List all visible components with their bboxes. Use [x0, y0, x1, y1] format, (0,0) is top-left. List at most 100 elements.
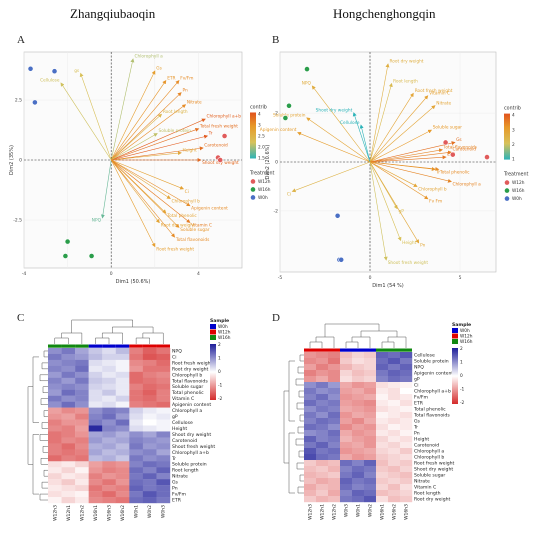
loading-arrow: [110, 79, 167, 161]
treatment-legend-label: W0h: [258, 195, 268, 201]
heatmap-cell: [88, 443, 103, 450]
heatmap-cell: [376, 460, 389, 467]
x-tick-label: -4: [22, 271, 27, 277]
heatmap-cell: [156, 413, 171, 420]
heatmap-cell: [48, 377, 62, 384]
heatmap-cell: [142, 443, 157, 450]
heatmap-cell: [75, 461, 89, 468]
loading-label: NPQ: [92, 218, 102, 224]
treatment-legend-title: Treatment: [249, 170, 275, 176]
loading-label: Nitrate: [436, 100, 451, 106]
color-scale-bar: [210, 344, 216, 400]
heatmap-cell: [316, 478, 329, 485]
heatmap-cell: [352, 352, 365, 359]
heatmap-cell: [48, 473, 62, 480]
heatmap-cell: [61, 461, 76, 468]
heatmap-cell: [400, 454, 413, 461]
heatmap-cell: [400, 490, 413, 497]
heatmap-cell: [142, 491, 157, 498]
heatmap-cell: [102, 437, 116, 444]
dendrogram-branch: [61, 332, 83, 344]
loading-arrow: [369, 161, 420, 244]
heatmap-cell: [115, 491, 130, 498]
row-label: Cellulose: [172, 420, 193, 426]
dendrogram-branch: [295, 378, 304, 386]
row-label: gP: [414, 377, 420, 383]
heatmap-cell: [48, 383, 62, 390]
dendrogram-branch: [360, 330, 398, 337]
heatmap-cell: [328, 382, 341, 389]
heatmap-cell: [328, 400, 341, 407]
heatmap-cell: [376, 478, 389, 485]
heatmap-cell: [48, 455, 62, 462]
heatmap-cell: [400, 418, 413, 425]
heatmap-cell: [156, 425, 171, 432]
heatmap-cell: [61, 473, 76, 480]
heatmap-cell: [115, 353, 130, 361]
heatmap-cell: [316, 448, 329, 455]
heatmap-cell: [142, 395, 157, 402]
heatmap-cell: [61, 348, 76, 355]
heatmap-cell: [340, 394, 353, 401]
heatmap-cell: [400, 430, 413, 437]
row-label: Carotenoid: [172, 438, 197, 444]
heatmap-cell: [376, 376, 389, 383]
dendrogram-branch: [27, 386, 33, 465]
heatmap-cell: [61, 479, 76, 486]
heatmap-cell: [376, 424, 389, 431]
heatmap-cell: [102, 425, 116, 432]
heatmap-cell: [376, 454, 389, 461]
heatmap-cell: [115, 425, 130, 432]
y-tick-label: 0: [275, 160, 278, 166]
heatmap-cell: [115, 413, 130, 420]
heatmap-cell: [88, 383, 103, 390]
heatmap-cell: [388, 424, 401, 431]
row-label: Apigenin content: [414, 371, 453, 377]
heatmap-cell: [48, 491, 62, 498]
heatmap-cell: [364, 364, 377, 371]
heatmap-cell: [340, 460, 353, 467]
heatmap-cell: [88, 413, 103, 420]
heatmap-cell: [364, 466, 377, 473]
heatmap-cell: [352, 442, 365, 449]
heatmap-cell: [400, 484, 413, 491]
heatmap-cell: [304, 430, 317, 437]
heatmap-cell: [316, 418, 329, 425]
heatmap-cell: [75, 383, 89, 390]
heatmap-cell: [352, 382, 365, 389]
row-label: Root fresh weight: [172, 360, 213, 366]
heatmap-cell: [400, 472, 413, 479]
dendrogram-branch: [101, 332, 123, 344]
heatmap-cell: [156, 491, 171, 498]
sample-point: [338, 256, 345, 263]
heatmap-cell: [340, 472, 353, 479]
heatmap-cell: [364, 424, 377, 431]
row-label: Total flavonoids: [171, 378, 208, 384]
heatmap-cell: [328, 370, 341, 377]
dendrogram-branch: [324, 323, 380, 337]
sample-point: [286, 102, 292, 109]
loading-label: Ci: [185, 189, 189, 195]
heatmap-cell: [328, 454, 341, 461]
heatmap-cell: [340, 484, 353, 491]
row-label: Root length: [414, 491, 441, 497]
dendrogram-branch: [298, 450, 304, 458]
heatmap-cell: [400, 424, 413, 431]
treatment-legend-label: W12h: [512, 180, 525, 186]
loading-label: Height: [182, 147, 197, 153]
heatmap-cell: [376, 358, 389, 365]
heatmap-cell: [364, 418, 377, 425]
heatmap-cell: [376, 400, 389, 407]
dendrogram-branch: [95, 337, 110, 344]
dendrogram-branch: [71, 319, 133, 333]
heatmap-cell: [400, 442, 413, 449]
heatmap-cell: [88, 348, 103, 355]
heatmap-cell: [328, 352, 341, 359]
heatmap-cell: [102, 443, 116, 450]
loading-arrow: [110, 113, 163, 161]
sample-annotation-cell: [388, 348, 400, 352]
heatmap-cell: [129, 401, 144, 408]
sample-legend-swatch: [452, 339, 458, 344]
heatmap-cell: [129, 371, 144, 379]
heatmap-cell: [61, 377, 76, 384]
